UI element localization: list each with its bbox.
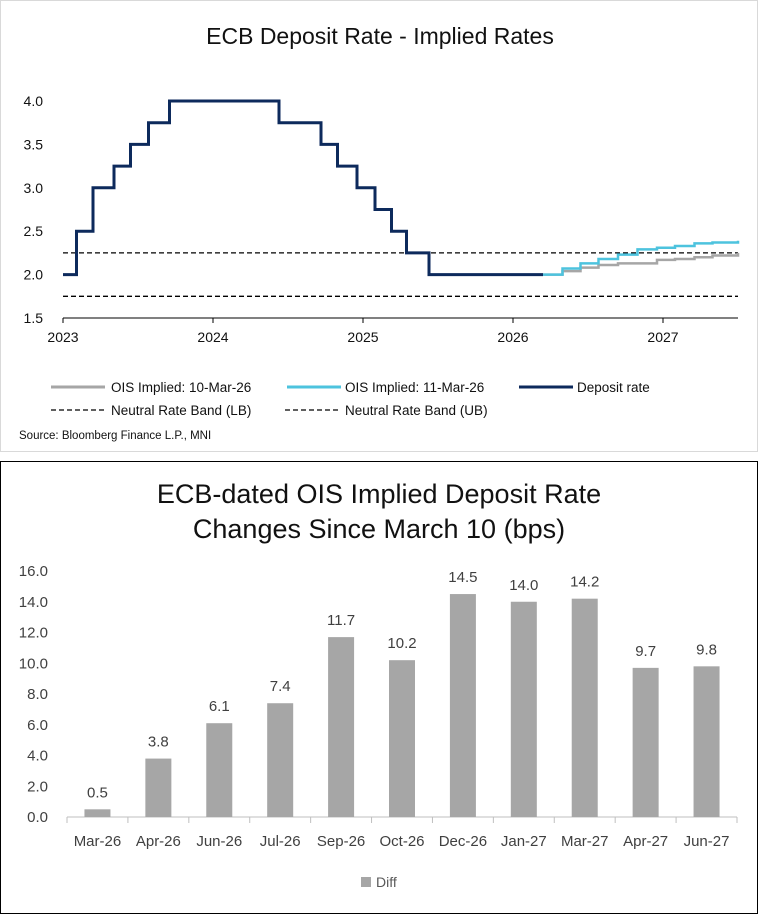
bar-x-tick-label: Jan-27 [501, 833, 547, 850]
bar-x-tick-label: Apr-27 [623, 833, 668, 850]
bar-x-tick-label: Mar-27 [561, 833, 609, 850]
bar-chart-bars: 0.5 3.8 6.1 7.4 11.7 10.2 14.5 14.0 14.2 9.7 9.8 [84, 569, 720, 817]
bar-chart-legend: Diff [361, 874, 397, 890]
series-deposit-rate [63, 99, 543, 277]
bar-y-tick-label: 10.0 [19, 655, 48, 672]
line-chart-title: ECB Deposit Rate - Implied Rates [206, 23, 554, 49]
bar-x-tick-label: Jun-27 [684, 833, 730, 850]
bar-data-label: 6.1 [209, 698, 230, 715]
bar-data-label: 14.5 [448, 569, 477, 586]
x-tick-label: 2023 [47, 329, 78, 345]
y-tick-label: 3.5 [24, 136, 44, 152]
x-tick-label: 2026 [497, 329, 528, 345]
bar-data-label: 9.7 [635, 643, 656, 660]
bar-x-tick-label: Jun-26 [196, 833, 242, 850]
bar-data-label: 14.2 [570, 574, 599, 591]
bar-x-tick-label: Sep-26 [317, 833, 365, 850]
line-chart-axes: 1.5 2.0 2.5 3.0 3.5 4.0 2023 2024 2025 2026 2027 [24, 93, 738, 345]
legend-label-neutral-lb: Neutral Rate Band (LB) [111, 403, 251, 418]
bar-jun-26 [206, 723, 233, 817]
bar-data-label: 3.8 [148, 734, 169, 751]
bar-chart-panel: ECB-dated OIS Implied Deposit Rate Chang… [0, 461, 758, 914]
y-tick-label: 4.0 [24, 93, 44, 109]
bar-y-tick-label: 8.0 [27, 686, 48, 703]
bar-jan-27 [510, 601, 537, 817]
bar-y-tick-label: 4.0 [27, 748, 48, 765]
bar-chart-subtitle: Changes Since March 10 (bps) [193, 514, 565, 544]
series-ois-11mar [543, 240, 740, 276]
bar-apr-26 [145, 758, 172, 817]
bar-chart-title: ECB-dated OIS Implied Deposit Rate [157, 479, 601, 509]
bar-y-tick-label: 6.0 [27, 717, 48, 734]
x-tick-label: 2024 [197, 329, 228, 345]
bar-dec-26 [449, 594, 476, 817]
bar-y-tick-label: 16.0 [19, 563, 48, 580]
bar-data-label: 7.4 [270, 678, 291, 695]
series-ois-10mar [543, 252, 740, 276]
bar-x-tick-label: Jul-26 [260, 833, 301, 850]
legend-item-neutral-lb: Neutral Rate Band (LB) [51, 403, 251, 418]
x-tick-label: 2025 [347, 329, 378, 345]
bar-chart-axes: 0.0 2.0 4.0 6.0 8.0 10.0 12.0 14.0 16.0 Mar-26 Apr… [19, 563, 738, 850]
legend-label-neutral-ub: Neutral Rate Band (UB) [345, 403, 488, 418]
line-chart-legend: OIS Implied: 10-Mar-26 OIS Implied: 11-M… [51, 380, 650, 418]
bar-mar-26 [84, 809, 111, 817]
bar-x-tick-label: Dec-26 [439, 833, 487, 850]
bar-data-label: 14.0 [509, 577, 538, 594]
bar-jul-26 [267, 703, 294, 817]
bar-y-tick-label: 0.0 [27, 809, 48, 826]
bar-oct-26 [389, 660, 415, 817]
bar-data-label: 10.2 [387, 635, 416, 652]
line-chart-panel: ECB Deposit Rate - Implied Rates 1.5 2.0 2… [0, 0, 758, 452]
bar-apr-27 [632, 667, 659, 817]
bar-x-tick-label: Mar-26 [74, 833, 122, 850]
bar-y-tick-label: 2.0 [27, 778, 48, 795]
legend-item-ois-10mar: OIS Implied: 10-Mar-26 [51, 380, 251, 395]
y-tick-label: 3.0 [24, 180, 44, 196]
bar-y-tick-label: 12.0 [19, 625, 48, 642]
legend-label-ois-11mar: OIS Implied: 11-Mar-26 [345, 380, 484, 395]
source-note: Source: Bloomberg Finance L.P., MNI [19, 430, 211, 442]
bar-data-label: 0.5 [87, 784, 108, 801]
legend-item-ois-11mar: OIS Implied: 11-Mar-26 [287, 380, 484, 395]
y-tick-label: 1.5 [24, 310, 44, 326]
line-chart-series [63, 99, 740, 297]
x-tick-label: 2027 [647, 329, 678, 345]
bar-chart: ECB-dated OIS Implied Deposit Rate Chang… [19, 479, 738, 890]
bar-data-label: 9.8 [696, 641, 717, 658]
legend-label-deposit-rate: Deposit rate [577, 380, 650, 395]
bar-x-tick-label: Apr-26 [136, 833, 181, 850]
bar-y-tick-label: 14.0 [19, 594, 48, 611]
bar-data-label: 11.7 [327, 612, 355, 629]
legend-swatch-diff [361, 877, 371, 887]
legend-item-deposit-rate: Deposit rate [519, 380, 650, 395]
bar-x-tick-label: Oct-26 [379, 833, 424, 850]
line-chart: ECB Deposit Rate - Implied Rates 1.5 2.0 2… [19, 23, 740, 442]
bar-jun-27 [693, 666, 720, 817]
y-tick-label: 2.5 [24, 223, 44, 239]
bar-mar-27 [571, 598, 598, 817]
bar-sep-26 [328, 637, 355, 817]
legend-item-neutral-ub: Neutral Rate Band (UB) [285, 403, 488, 418]
y-tick-label: 2.0 [24, 267, 44, 283]
legend-label-ois-10mar: OIS Implied: 10-Mar-26 [111, 380, 251, 395]
legend-label-diff: Diff [376, 874, 397, 890]
